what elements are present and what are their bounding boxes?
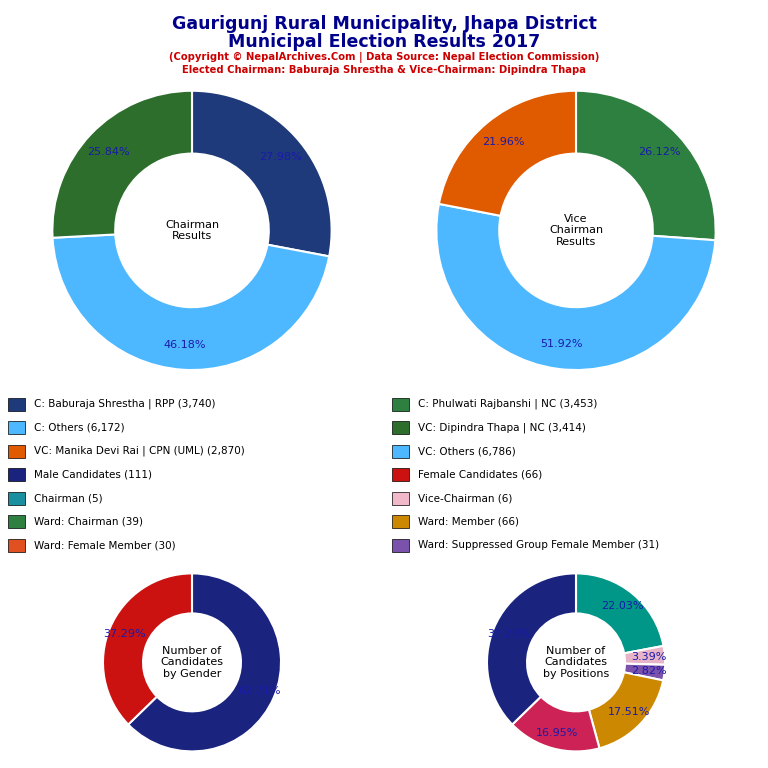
Bar [8,492,25,505]
Text: Chairman
Results: Chairman Results [165,220,219,241]
Wedge shape [624,646,665,665]
Text: VC: Manika Devi Rai | CPN (UML) (2,870): VC: Manika Devi Rai | CPN (UML) (2,870) [34,446,244,456]
Text: 46.18%: 46.18% [163,339,206,349]
Text: 37.29%: 37.29% [488,629,530,639]
Text: 17.51%: 17.51% [608,707,650,717]
Bar [8,539,25,552]
Text: 62.71%: 62.71% [238,686,280,696]
Text: Gaurigunj Rural Municipality, Jhapa District: Gaurigunj Rural Municipality, Jhapa Dist… [171,15,597,33]
Wedge shape [624,664,665,680]
Text: VC: Dipindra Thapa | NC (3,414): VC: Dipindra Thapa | NC (3,414) [418,422,586,433]
Wedge shape [52,234,329,370]
Text: 21.96%: 21.96% [482,137,525,147]
Text: Number of
Candidates
by Gender: Number of Candidates by Gender [161,646,223,679]
Bar [8,468,25,482]
Text: Elected Chairman: Baburaja Shrestha & Vice-Chairman: Dipindra Thapa: Elected Chairman: Baburaja Shrestha & Vi… [182,65,586,74]
Text: Ward: Member (66): Ward: Member (66) [418,517,519,527]
Text: 25.84%: 25.84% [88,147,131,157]
Text: Number of
Candidates
by Positions: Number of Candidates by Positions [543,646,609,679]
Wedge shape [103,574,192,724]
Text: 2.82%: 2.82% [631,666,667,676]
Text: Vice-Chairman (6): Vice-Chairman (6) [418,493,512,503]
Text: Vice
Chairman
Results: Vice Chairman Results [549,214,603,247]
Text: C: Phulwati Rajbanshi | NC (3,453): C: Phulwati Rajbanshi | NC (3,453) [418,399,598,409]
Text: 37.29%: 37.29% [104,629,146,639]
Wedge shape [192,91,332,257]
Text: VC: Others (6,786): VC: Others (6,786) [418,446,515,456]
Text: Female Candidates (66): Female Candidates (66) [418,470,542,480]
Wedge shape [128,574,281,751]
Bar [8,398,25,411]
Text: C: Others (6,172): C: Others (6,172) [34,422,124,432]
Text: Chairman (5): Chairman (5) [34,493,102,503]
Text: 3.39%: 3.39% [631,651,667,661]
Text: Municipal Election Results 2017: Municipal Election Results 2017 [228,33,540,51]
Text: C: Baburaja Shrestha | RPP (3,740): C: Baburaja Shrestha | RPP (3,740) [34,399,215,409]
Bar [392,515,409,528]
Text: 26.12%: 26.12% [638,147,681,157]
Bar [392,445,409,458]
Wedge shape [52,91,192,238]
Wedge shape [436,204,715,370]
Wedge shape [589,672,664,748]
Bar [392,468,409,482]
Wedge shape [576,91,716,240]
Bar [392,398,409,411]
Text: 16.95%: 16.95% [535,728,578,738]
Bar [8,515,25,528]
Bar [8,445,25,458]
Text: Ward: Chairman (39): Ward: Chairman (39) [34,517,143,527]
Wedge shape [487,574,576,724]
Bar [392,539,409,552]
Bar [392,421,409,434]
Bar [8,421,25,434]
Text: (Copyright © NepalArchives.Com | Data Source: Nepal Election Commission): (Copyright © NepalArchives.Com | Data So… [169,51,599,62]
Text: 22.03%: 22.03% [601,601,644,611]
Bar [392,492,409,505]
Text: 27.98%: 27.98% [259,152,302,162]
Text: 51.92%: 51.92% [540,339,582,349]
Text: Ward: Female Member (30): Ward: Female Member (30) [34,541,175,551]
Wedge shape [512,697,600,751]
Text: Male Candidates (111): Male Candidates (111) [34,470,152,480]
Text: Ward: Suppressed Group Female Member (31): Ward: Suppressed Group Female Member (31… [418,541,659,551]
Wedge shape [439,91,576,216]
Wedge shape [576,574,664,654]
